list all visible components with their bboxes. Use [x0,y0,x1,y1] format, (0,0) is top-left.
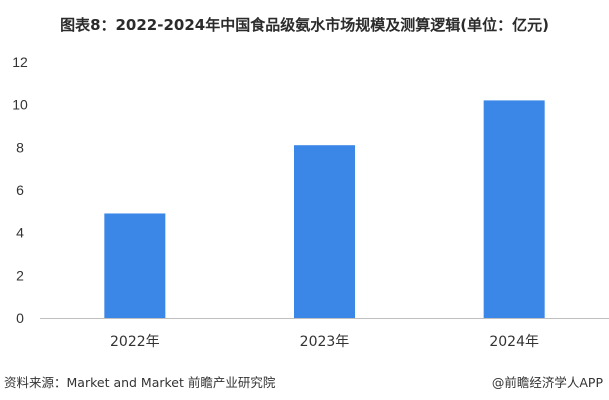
y-tick-label: 6 [16,182,24,198]
y-tick-label: 0 [16,310,24,326]
x-tick-label: 2024年 [489,334,539,350]
bar-2023年 [294,145,355,318]
y-tick-label: 12 [12,54,28,70]
x-tick-label: 2022年 [110,334,160,350]
bars [104,100,545,319]
bar-2024年 [483,100,545,319]
y-tick-label: 8 [16,139,24,155]
y-axis-ticks: 0 2 4 6 8 10 12 [12,54,28,326]
y-tick-label: 10 [12,97,28,113]
brand-credit: @前瞻经济学人APP [491,375,603,390]
x-tick-label: 2023年 [300,334,350,350]
chart-title: 图表8：2022-2024年中国食品级氨水市场规模及测算逻辑(单位：亿元) [60,16,549,34]
y-tick-label: 2 [16,267,24,283]
x-axis-ticks: 2022年 2023年 2024年 [110,334,539,350]
y-tick-label: 4 [16,225,24,241]
bar-2022年 [104,213,166,318]
source-note: 资料来源：Market and Market 前瞻产业研究院 [4,375,276,390]
